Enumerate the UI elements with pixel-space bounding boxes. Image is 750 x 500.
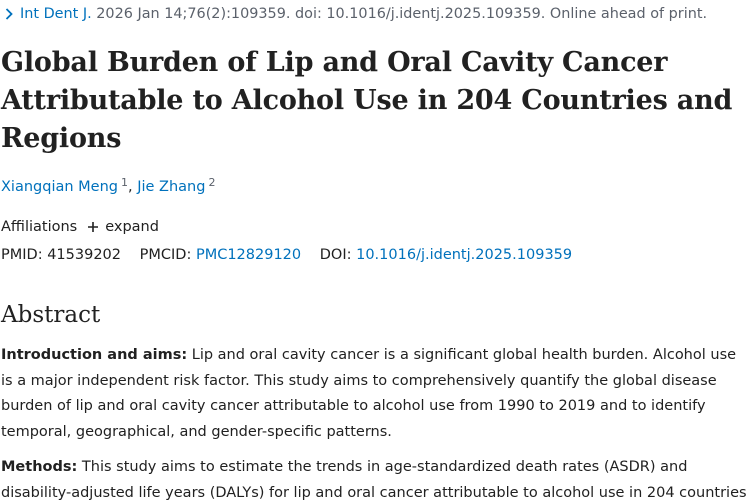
chevron-right-icon[interactable] <box>2 7 16 21</box>
author-separator: , <box>127 179 133 195</box>
affiliation-number[interactable]: 2 <box>208 176 216 189</box>
pmid-label: PMID: <box>1 247 43 263</box>
author-link[interactable]: Xiangqian Meng <box>1 179 118 195</box>
citation-details: 2026 Jan 14;76(2):109359. doi: 10.1016/j… <box>96 6 708 22</box>
journal-link[interactable]: Int Dent J. <box>20 6 92 22</box>
citation-line: Int Dent J. 2026 Jan 14;76(2):109359. do… <box>2 4 707 24</box>
section-label: Methods: <box>1 459 78 475</box>
expand-affiliations-button[interactable]: expand <box>87 216 159 238</box>
section-text: Lip and oral cavity cancer is a signific… <box>1 347 737 440</box>
identifiers-row: PMID: 41539202 PMCID: PMC12829120 DOI: 1… <box>1 244 572 266</box>
author-link[interactable]: Jie Zhang <box>137 179 206 195</box>
pmcid-link[interactable]: PMC12829120 <box>195 247 302 263</box>
author-list: Xiangqian Meng 1, Jie Zhang 2 <box>1 176 215 198</box>
abstract-section-introduction: Introduction and aims: Lip and oral cavi… <box>1 343 749 445</box>
section-text: This study aims to estimate the trends i… <box>1 459 747 500</box>
abstract-section-methods: Methods: This study aims to estimate the… <box>1 455 749 500</box>
abstract-heading: Abstract <box>1 302 101 328</box>
pmcid-label: PMCID: <box>139 247 192 263</box>
section-label: Introduction and aims: <box>1 347 188 363</box>
affiliations-label: Affiliations <box>1 219 78 235</box>
expand-label: expand <box>105 219 159 235</box>
article-title: Global Burden of Lip and Oral Cavity Can… <box>1 47 733 154</box>
doi-link[interactable]: 10.1016/j.identj.2025.109359 <box>356 247 573 263</box>
affiliations-row: Affiliations expand <box>1 216 159 238</box>
doi-label: DOI: <box>319 247 352 263</box>
pmid-value: 41539202 <box>47 247 122 263</box>
affiliation-number[interactable]: 1 <box>120 176 128 189</box>
plus-icon <box>88 222 99 232</box>
